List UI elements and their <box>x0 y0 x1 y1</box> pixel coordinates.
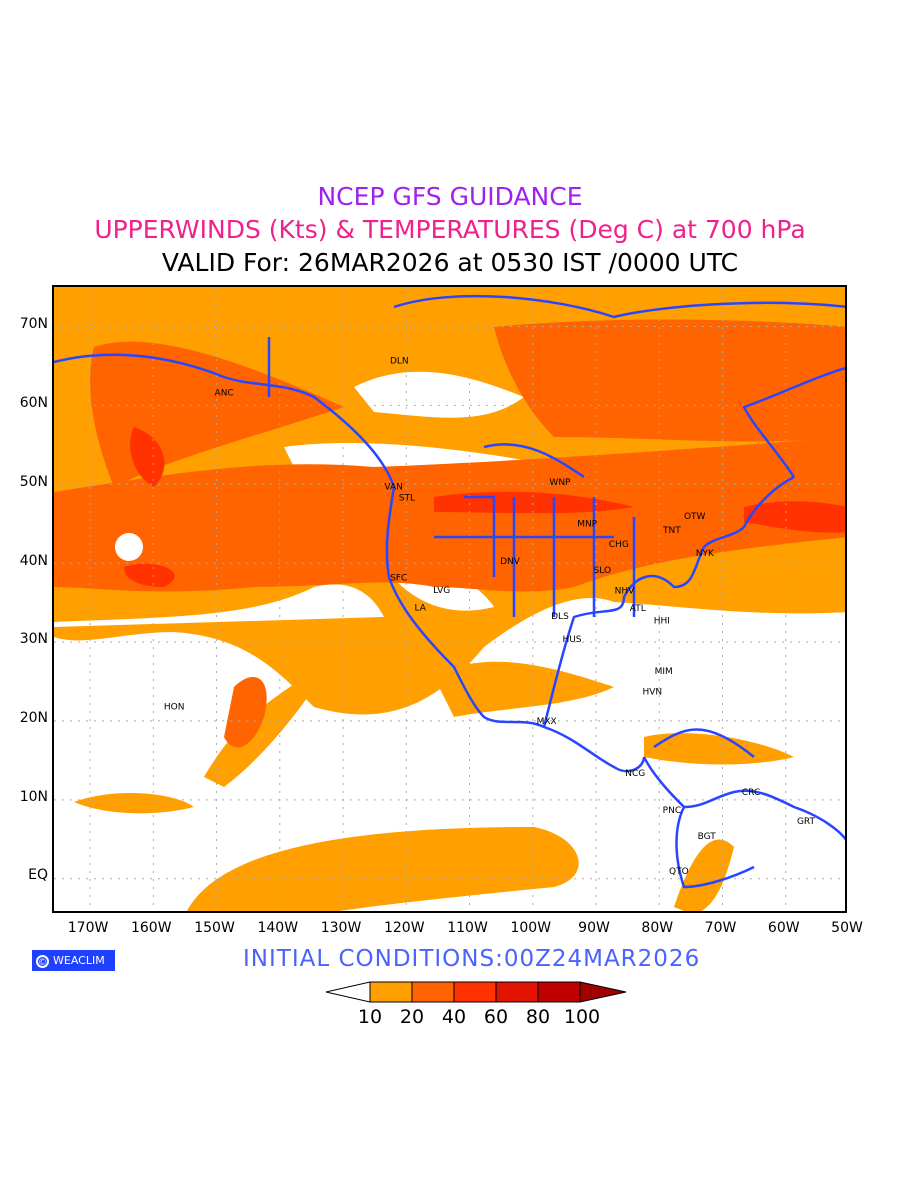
shade-10-20kt <box>204 657 334 787</box>
shade-20-40kt <box>224 677 267 748</box>
lat-label: EQ <box>28 867 48 883</box>
station-label: NCG <box>625 769 645 779</box>
station-label: NHV <box>615 587 636 597</box>
lon-label: 150W <box>194 920 235 936</box>
colorbar <box>325 981 627 1003</box>
lon-label: 90W <box>578 920 610 936</box>
colorbar-label: 80 <box>525 1006 551 1028</box>
station-label: VAN <box>384 483 402 493</box>
lon-label: 50W <box>831 920 863 936</box>
station-label: PNC <box>663 806 681 816</box>
lon-label: 60W <box>767 920 800 936</box>
shade-10-20kt <box>434 661 614 717</box>
shade-below-10kt <box>354 371 524 418</box>
logo-text: WEACLIM <box>53 954 105 967</box>
station-label: HHI <box>654 617 670 627</box>
title-valid-time: VALID For: 26MAR2026 at 0530 IST /0000 U… <box>161 248 739 277</box>
colorbar-label: 10 <box>357 1006 383 1028</box>
shade-20-40kt <box>494 319 845 442</box>
shade-20-40kt <box>54 437 845 592</box>
lon-label: 70W <box>704 920 737 936</box>
shade-40-60kt <box>124 563 175 587</box>
shade-10-20kt <box>74 792 194 814</box>
colorbar-above-100 <box>579 981 627 1003</box>
station-label: DNV <box>500 557 521 567</box>
station-label: LVG <box>433 586 450 596</box>
station-label: MXX <box>537 717 557 727</box>
lat-label: 40N <box>19 553 48 569</box>
lon-label: 160W <box>130 920 172 936</box>
station-label: HVN <box>642 688 662 698</box>
shade-below-10kt <box>54 584 384 627</box>
shade-below-10kt <box>115 533 143 561</box>
colorbar-40-60 <box>453 981 497 1003</box>
colorbar-20-40 <box>411 981 455 1003</box>
weaclim-logo: © WEACLIM <box>32 950 115 971</box>
shade-40-60kt <box>744 501 845 533</box>
lon-label: 100W <box>510 920 552 936</box>
title-model: NCEP GFS GUIDANCE <box>317 182 583 211</box>
lat-label: 60N <box>19 395 48 411</box>
station-label: NYK <box>696 549 715 559</box>
colorbar-label: 20 <box>399 1006 425 1028</box>
station-label: GRT <box>797 817 816 827</box>
shade-10-20kt <box>187 827 579 911</box>
station-label: HUS <box>562 635 581 645</box>
station-label: SLO <box>594 566 612 576</box>
station-label: STL <box>399 494 415 504</box>
title-field: UPPERWINDS (Kts) & TEMPERATURES (Deg C) … <box>94 215 806 244</box>
station-label: MNP <box>577 520 597 530</box>
colorbar-below-10 <box>325 981 371 1003</box>
colorbar-label: 40 <box>441 1006 467 1028</box>
colorbar-10-20 <box>369 981 413 1003</box>
lon-label: 140W <box>257 920 299 936</box>
station-label: CRC <box>742 788 760 798</box>
station-label: BGT <box>698 832 717 842</box>
station-label: QTO <box>669 867 689 877</box>
lon-label: 110W <box>447 920 488 936</box>
station-label: ANC <box>215 389 234 399</box>
station-label: TNT <box>662 526 681 536</box>
shade-40-60kt <box>130 427 165 487</box>
station-label: SFC <box>390 573 407 583</box>
colorbar-label: 60 <box>483 1006 509 1028</box>
colorbar-60-80 <box>495 981 539 1003</box>
colorbar-label: 100 <box>563 1006 601 1028</box>
lat-label: 70N <box>19 316 48 332</box>
copyright-icon: © <box>36 954 49 968</box>
station-label: HON <box>164 703 185 713</box>
station-label: LA <box>414 603 426 613</box>
station-label: DLN <box>390 356 409 366</box>
lon-label: 120W <box>383 920 425 936</box>
lat-label: 20N <box>19 710 48 726</box>
station-label: CHG <box>609 540 629 550</box>
station-label: MIM <box>655 667 673 677</box>
lat-label: 50N <box>19 474 48 490</box>
wind-temperature-map: DLN ANC VAN STL WNP MNP TNT OTW CHG NYK DNV SLO SFC L… <box>52 285 847 913</box>
initial-conditions: INITIAL CONDITIONS:00Z24MAR2026 <box>243 946 701 972</box>
lon-label: 80W <box>641 920 674 936</box>
station-label: WNP <box>549 478 571 488</box>
lon-label: 130W <box>320 920 362 936</box>
lat-label: 10N <box>19 789 48 805</box>
coastlines <box>54 294 845 889</box>
lon-label: 170W <box>67 920 109 936</box>
colorbar-80-100 <box>537 981 581 1003</box>
shade-10-20kt <box>674 839 734 911</box>
station-label: DLS <box>551 612 569 622</box>
station-label: OTW <box>684 512 706 522</box>
lat-label: 30N <box>19 631 48 647</box>
shade-10-20kt <box>644 733 794 765</box>
station-label: ATL <box>630 604 646 614</box>
